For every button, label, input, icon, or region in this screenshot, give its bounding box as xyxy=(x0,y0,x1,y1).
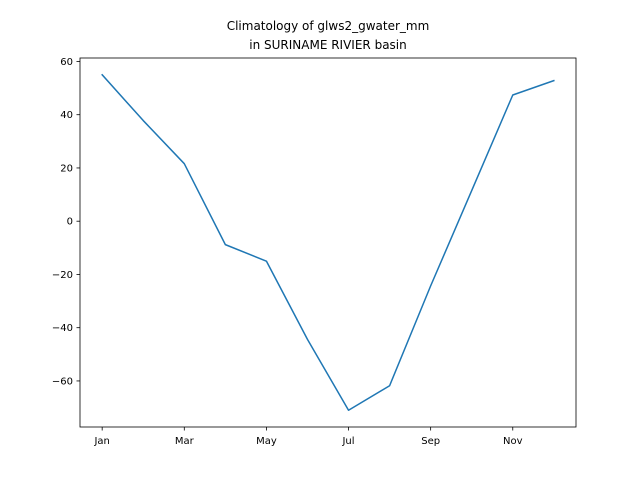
x-tick-label: May xyxy=(256,436,277,447)
chart-title-line-1: Climatology of glws2_gwater_mm xyxy=(227,19,430,33)
series-line-0 xyxy=(101,73,555,411)
y-tick-label: 20 xyxy=(60,163,73,174)
plot-area: Jan Mar May Jul Sep Nov 60 40 20 0 −20 −40 −60 xyxy=(52,57,577,447)
x-tick-label: Sep xyxy=(421,436,440,447)
x-tick-label: Mar xyxy=(175,436,195,447)
x-tick-label: Nov xyxy=(503,436,523,447)
axes-frame xyxy=(79,57,577,428)
x-tick-label: Jul xyxy=(341,436,354,447)
x-tick-label: Jan xyxy=(93,436,109,447)
y-tick-label: −40 xyxy=(52,323,73,334)
chart-title-line-2: in SURINAME RIVIER basin xyxy=(249,38,407,52)
y-tick-label: −60 xyxy=(52,376,73,387)
y-tick-label: 40 xyxy=(60,110,73,121)
y-tick-label: −20 xyxy=(52,270,73,281)
y-tick-label: 60 xyxy=(60,57,73,68)
y-tick-label: 0 xyxy=(67,217,73,228)
